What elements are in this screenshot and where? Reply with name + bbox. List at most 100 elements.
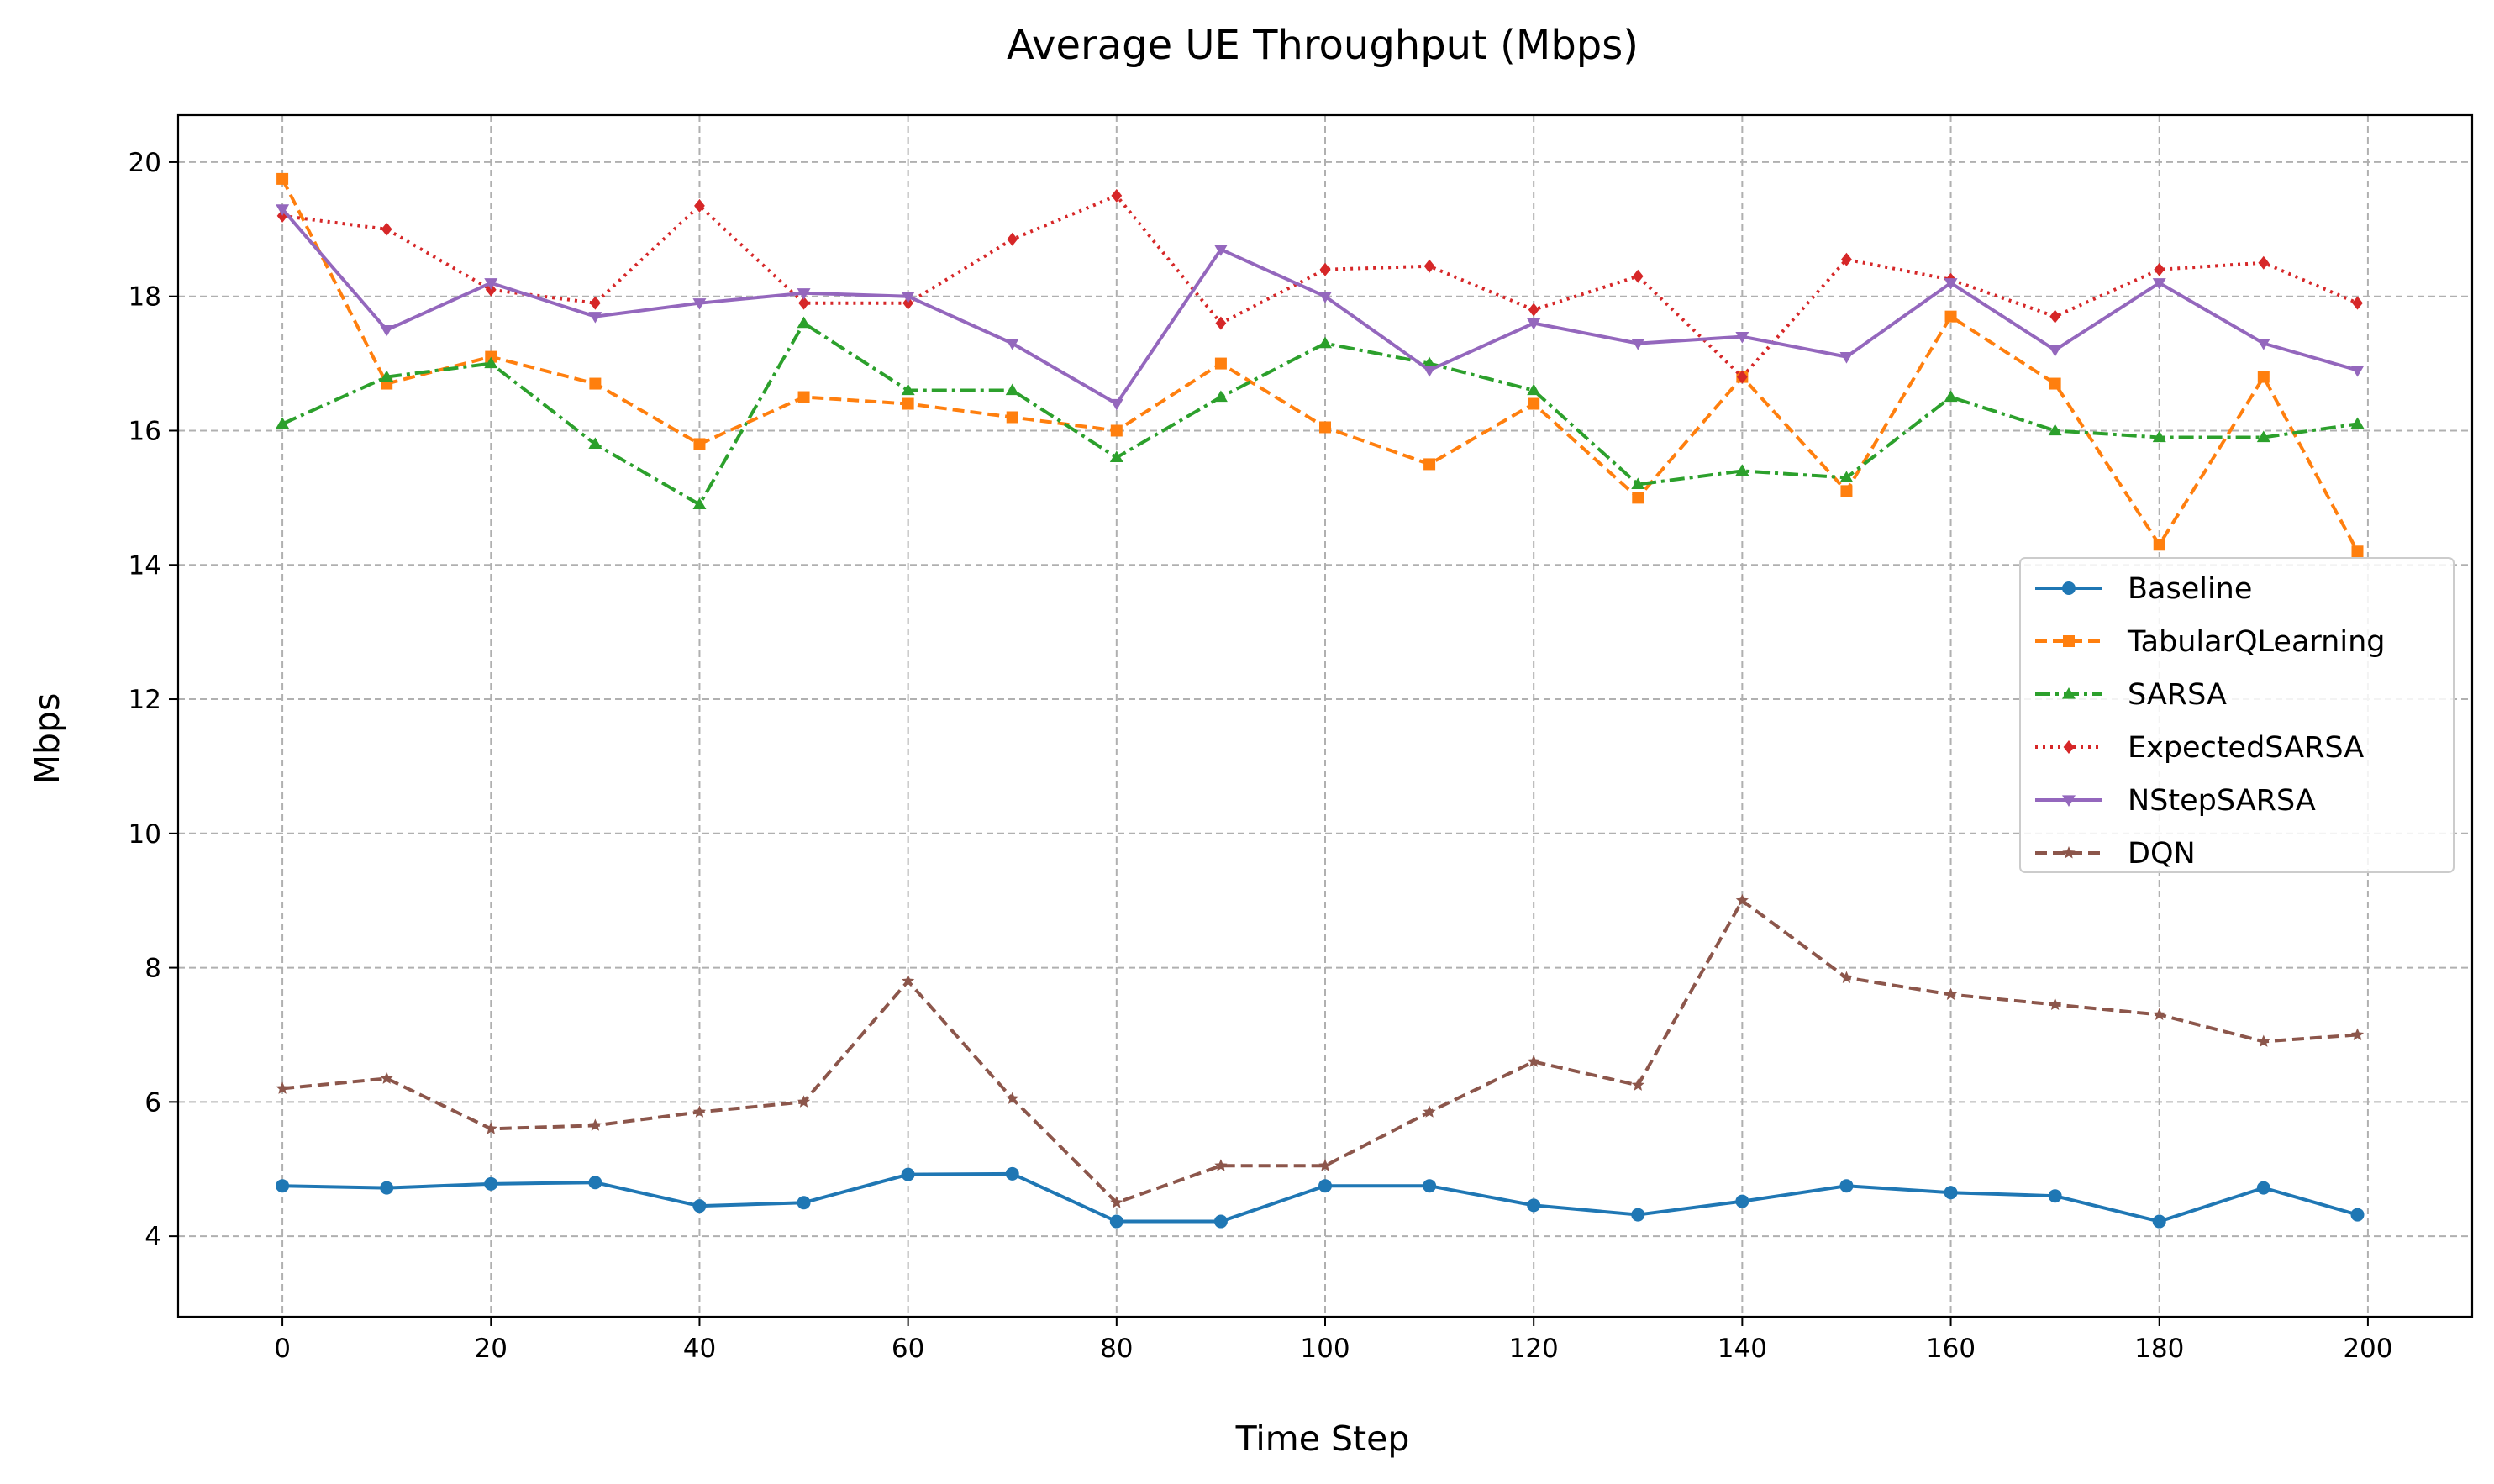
data-point-baseline [1109,1214,1123,1229]
data-point-tabularqlearning [797,391,810,403]
data-point-sarsa [1839,471,1854,482]
legend-label-expectedsarsa: ExpectedSARSA [2128,731,2364,765]
data-point-dqn [1631,1078,1644,1091]
y-tick-label: 14 [129,550,161,581]
data-point-tabularqlearning [2153,539,2165,551]
series-line-expectedsarsa [281,193,2359,379]
data-point-dqn [797,1095,811,1108]
data-point-nstepsarsa [1213,245,1228,256]
x-axis-title: Time Step [1235,1418,1410,1459]
x-tick-label: 180 [2134,1334,2184,1364]
x-tick-label: 60 [892,1334,924,1364]
data-point-dqn [2350,1028,2365,1040]
data-point-tabularqlearning [1214,357,1227,370]
data-point-sarsa [484,356,498,369]
data-point-tabularqlearning [1319,421,1331,434]
data-point-baseline [276,1179,290,1193]
data-point-baseline [2152,1214,2166,1229]
x-tick-label: 80 [1100,1334,1133,1364]
data-point-nstepsarsa [2350,365,2365,377]
data-point-dqn [1006,1092,1019,1104]
x-tick-label: 100 [1300,1334,1350,1364]
data-point-expectedsarsa [1528,303,1539,317]
data-point-sarsa [588,437,602,450]
data-point-expectedsarsa [1319,262,1331,276]
data-point-sarsa [276,417,290,429]
data-point-dqn [1944,987,1958,1001]
data-point-baseline [692,1199,707,1213]
y-tick-label: 10 [129,819,161,850]
data-point-dqn [276,1081,289,1094]
data-point-expectedsarsa [2258,255,2270,270]
data-point-nstepsarsa [588,312,602,324]
data-point-tabularqlearning [589,377,602,390]
data-point-sarsa [1527,383,1541,396]
y-tick-label: 18 [129,282,161,313]
data-point-baseline [1005,1166,1019,1181]
data-point-expectedsarsa [1736,370,1748,384]
data-point-nstepsarsa [797,288,811,300]
data-point-nstepsarsa [1318,292,1332,303]
data-point-expectedsarsa [589,296,601,310]
legend-box [2019,557,2455,873]
data-point-nstepsarsa [380,325,394,337]
data-point-tabularqlearning [2257,371,2270,383]
data-point-sarsa [692,497,707,509]
data-point-dqn [1110,1196,1123,1208]
y-tick-label: 12 [129,685,161,715]
x-tick-label: 200 [2343,1334,2392,1364]
legend-marker-nstepsarsa [2062,795,2076,807]
data-point-tabularqlearning [1423,458,1436,471]
data-point-dqn [1318,1159,1332,1171]
data-point-expectedsarsa [798,296,809,310]
data-point-nstepsarsa [2152,278,2166,290]
series-baseline [276,1166,2365,1229]
data-point-nstepsarsa [1944,278,1958,290]
data-point-nstepsarsa [1109,398,1123,411]
data-point-nstepsarsa [484,278,498,290]
y-tick-label: 16 [129,416,161,446]
data-point-expectedsarsa [2049,309,2061,324]
y-tick-label: 6 [145,1087,161,1118]
data-point-dqn [380,1071,393,1084]
data-point-dqn [2153,1008,2166,1020]
data-point-nstepsarsa [692,298,707,310]
legend-label-dqn: DQN [2128,837,2196,871]
data-point-tabularqlearning [902,397,914,410]
data-point-sarsa [1109,450,1123,463]
data-point-expectedsarsa [2154,262,2165,276]
data-point-sarsa [1213,390,1228,403]
data-point-expectedsarsa [694,198,705,213]
data-point-dqn [1527,1055,1540,1067]
series-tabularqlearning [276,172,2364,558]
data-point-tabularqlearning [1528,397,1540,410]
data-point-tabularqlearning [693,438,706,450]
series-sarsa [276,316,2365,509]
data-point-baseline [1527,1198,1541,1213]
data-point-baseline [588,1176,602,1190]
legend-marker-baseline [2062,581,2076,595]
data-point-baseline [1213,1214,1228,1229]
data-point-nstepsarsa [276,204,290,216]
series-expectedsarsa [276,188,2363,384]
data-point-baseline [484,1176,498,1191]
y-tick-label: 8 [145,954,161,984]
legend-label-tabularqlearning: TabularQLearning [2127,625,2386,659]
data-point-dqn [902,974,915,987]
x-tick-label: 0 [274,1334,291,1364]
data-point-baseline [1839,1179,1854,1193]
data-point-expectedsarsa [1423,259,1435,273]
data-point-expectedsarsa [1215,316,1227,330]
data-point-tabularqlearning [276,172,289,185]
data-point-tabularqlearning [2351,545,2364,558]
data-point-nstepsarsa [1839,351,1854,364]
y-tick-label: 4 [145,1222,161,1252]
data-point-nstepsarsa [901,292,915,303]
data-point-nstepsarsa [1631,339,1645,350]
ticks: 0 20 40 60 80 100 120 140 160 180 200 4 6 8 10 12 14 16 18… [129,148,2393,1364]
data-point-tabularqlearning [1944,310,1957,323]
data-point-baseline [2256,1181,2270,1195]
data-point-baseline [1944,1186,1958,1200]
x-tick-label: 140 [1718,1334,1767,1364]
